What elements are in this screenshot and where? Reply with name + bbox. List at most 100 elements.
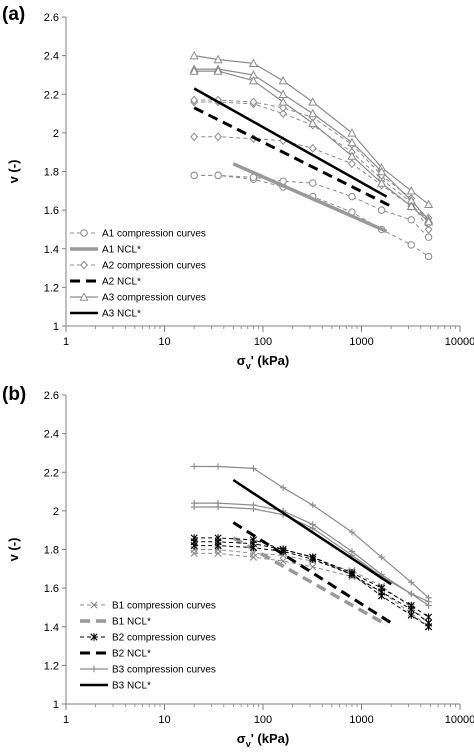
legend-item: A2 NCL* xyxy=(70,277,141,288)
y-tick-label: 2 xyxy=(53,506,59,518)
data-point xyxy=(248,58,258,68)
data-point xyxy=(249,553,258,561)
data-point xyxy=(278,75,288,85)
data-point xyxy=(424,216,434,226)
y-tick-label: 1.2 xyxy=(44,660,59,672)
data-point xyxy=(190,171,198,180)
y-tick-label: 1.2 xyxy=(44,282,59,294)
series-11 xyxy=(193,87,388,198)
legend-item: B3 compression curves xyxy=(80,665,216,676)
data-point xyxy=(347,151,357,160)
data-point xyxy=(309,179,317,187)
series-line xyxy=(194,552,429,628)
y-axis-title: v (-) xyxy=(6,538,21,562)
legend-label: B3 NCL* xyxy=(112,681,151,692)
legend-item: A1 NCL* xyxy=(70,245,141,256)
y-tick-label: 1.8 xyxy=(44,545,59,557)
series-line xyxy=(194,174,429,257)
legend-item: B1 NCL* xyxy=(80,617,151,628)
series-line xyxy=(193,87,388,198)
data-point xyxy=(213,54,223,64)
y-tick-label: 1 xyxy=(53,321,59,333)
data-point xyxy=(249,543,258,552)
legend-marker xyxy=(90,665,98,673)
legend-label: B2 compression curves xyxy=(112,633,216,644)
data-point xyxy=(248,75,258,85)
data-point xyxy=(406,186,416,195)
series-4 xyxy=(190,132,433,223)
data-point xyxy=(214,171,222,180)
series-3 xyxy=(232,162,388,234)
data-point xyxy=(250,465,257,472)
data-point xyxy=(308,143,317,153)
data-point xyxy=(378,554,385,561)
legend-marker xyxy=(79,292,89,301)
data-point xyxy=(348,528,356,536)
data-point xyxy=(407,611,415,619)
legend-label: A3 compression curves xyxy=(102,293,206,304)
data-point xyxy=(309,501,316,509)
series-line xyxy=(193,106,392,208)
y-tick-label: 2.6 xyxy=(44,12,59,24)
x-tick-label: 1 xyxy=(63,714,69,726)
x-tick-label: 100 xyxy=(254,336,272,348)
data-point xyxy=(425,602,432,609)
data-point xyxy=(425,623,433,631)
legend-label: A2 NCL* xyxy=(102,277,141,288)
data-point xyxy=(214,95,222,105)
series-line xyxy=(232,162,388,234)
data-point xyxy=(279,103,287,113)
series-9 xyxy=(190,499,432,605)
series-line xyxy=(194,541,429,618)
series-6 xyxy=(190,541,433,631)
y-axis-title: v (-) xyxy=(6,160,21,184)
x-tick-label: 10 xyxy=(158,336,170,348)
y-tick-label: 2.4 xyxy=(44,51,59,63)
legend-marker xyxy=(80,260,88,270)
legend-label: B1 compression curves xyxy=(112,601,216,612)
data-point xyxy=(190,132,199,142)
legend-label: A1 compression curves xyxy=(102,229,206,240)
data-point xyxy=(408,590,415,598)
x-tick-label: 10000 xyxy=(445,714,474,726)
y-tick-label: 2.6 xyxy=(44,390,59,402)
x-axis-title: σv' (kPa) xyxy=(237,353,289,371)
legend-item: B2 compression curves xyxy=(80,633,216,644)
legend-item: B3 NCL* xyxy=(80,681,151,692)
data-point xyxy=(424,252,433,261)
data-point xyxy=(309,563,317,571)
legend-label: B2 NCL* xyxy=(112,649,151,660)
data-point xyxy=(424,233,433,241)
data-point xyxy=(190,463,198,470)
y-tick-label: 1.6 xyxy=(44,205,59,217)
series-11 xyxy=(232,478,392,586)
panel-label: (b) xyxy=(2,384,26,405)
series-2 xyxy=(190,171,433,241)
data-point xyxy=(309,525,316,532)
y-tick-label: 1 xyxy=(53,699,59,711)
legend-item: B1 compression curves xyxy=(80,601,216,612)
data-point xyxy=(249,97,258,107)
x-tick-label: 10 xyxy=(158,714,170,726)
legend-label: B3 compression curves xyxy=(112,665,216,676)
data-point xyxy=(189,66,199,75)
data-point xyxy=(348,192,356,201)
panel-label: (a) xyxy=(2,4,25,25)
x-tick-label: 100 xyxy=(254,714,272,726)
legend-item: A1 compression curves xyxy=(70,229,206,240)
data-point xyxy=(189,50,199,60)
x-tick-label: 1000 xyxy=(349,336,373,348)
y-tick-label: 2.4 xyxy=(44,429,59,441)
data-point xyxy=(279,109,287,119)
data-point xyxy=(279,484,287,491)
chart-panel-1: (a) 1 1.2 1.4 1.6 1.8 2 2.2 2.4 2.6 1 10 100 1000 1000… xyxy=(2,4,474,371)
y-tick-label: 1.4 xyxy=(44,244,59,256)
series-7 xyxy=(232,521,393,625)
x-tick-label: 1 xyxy=(63,336,69,348)
series-line xyxy=(232,478,392,586)
y-tick-label: 1.8 xyxy=(44,167,59,179)
legend-item: A3 compression curves xyxy=(70,292,206,304)
data-point xyxy=(377,166,387,176)
legend-marker xyxy=(80,229,88,237)
